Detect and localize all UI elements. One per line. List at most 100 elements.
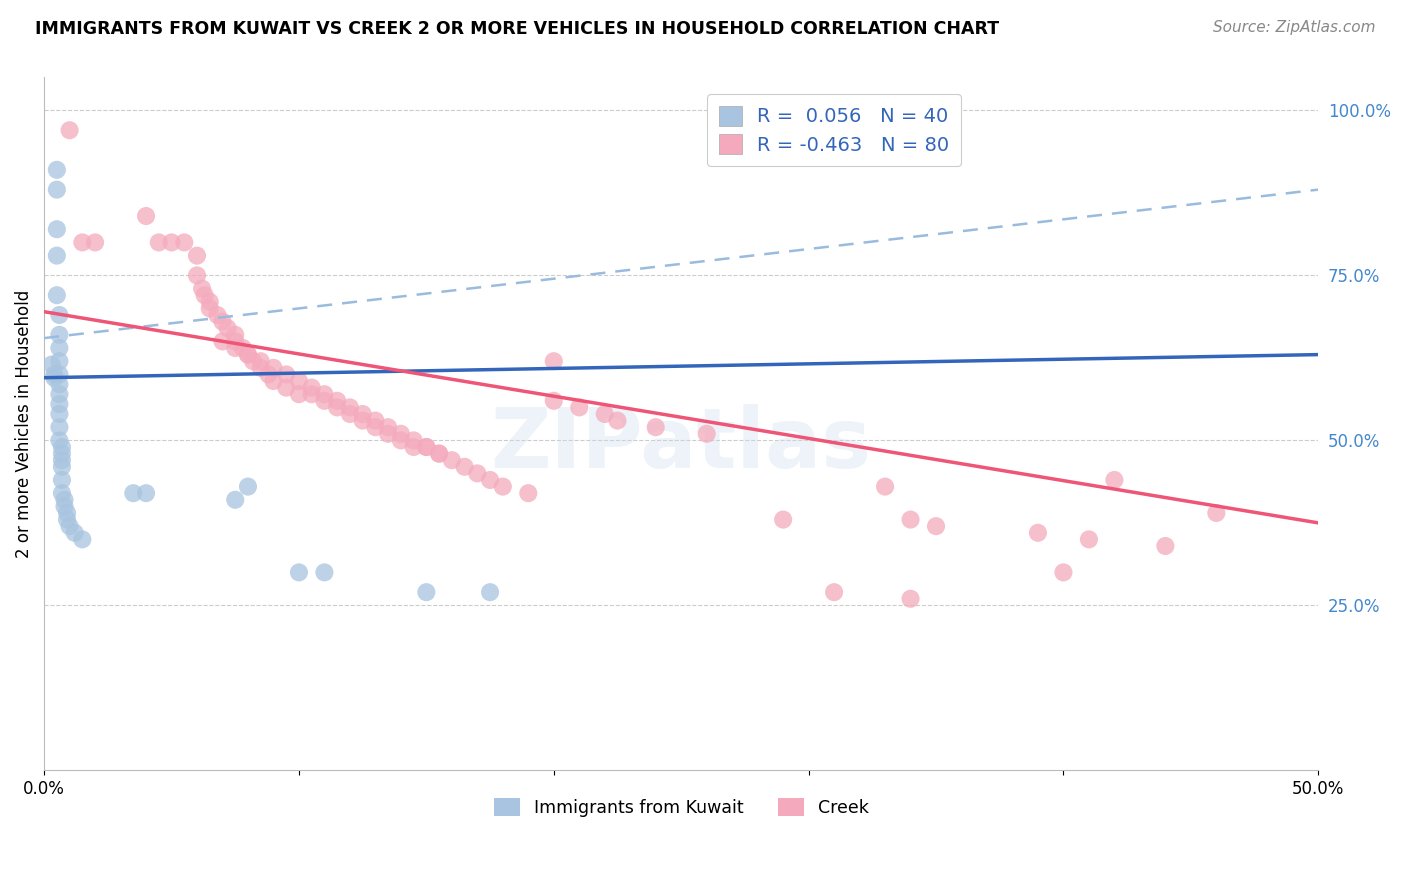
Point	[224, 334, 246, 349]
Point	[326, 393, 349, 408]
Point	[198, 294, 221, 309]
Point	[900, 512, 922, 526]
Point	[232, 341, 254, 355]
Point	[900, 591, 922, 606]
Point	[207, 308, 229, 322]
Point	[135, 486, 157, 500]
Point	[186, 249, 208, 263]
Point	[48, 434, 70, 448]
Point	[823, 585, 845, 599]
Point	[377, 426, 399, 441]
Point	[224, 327, 246, 342]
Point	[517, 486, 540, 500]
Text: IMMIGRANTS FROM KUWAIT VS CREEK 2 OR MORE VEHICLES IN HOUSEHOLD CORRELATION CHAR: IMMIGRANTS FROM KUWAIT VS CREEK 2 OR MOR…	[35, 20, 1000, 37]
Point	[56, 506, 79, 520]
Point	[301, 381, 323, 395]
Point	[288, 566, 311, 580]
Point	[236, 348, 259, 362]
Point	[389, 426, 412, 441]
Point	[326, 401, 349, 415]
Point	[51, 447, 73, 461]
Point	[48, 377, 70, 392]
Point	[198, 301, 221, 316]
Point	[45, 162, 67, 177]
Point	[1077, 533, 1099, 547]
Point	[696, 426, 718, 441]
Point	[257, 368, 280, 382]
Point	[51, 486, 73, 500]
Point	[301, 387, 323, 401]
Point	[288, 387, 311, 401]
Y-axis label: 2 or more Vehicles in Household: 2 or more Vehicles in Household	[15, 290, 32, 558]
Point	[364, 414, 387, 428]
Text: ZIPatlas: ZIPatlas	[491, 404, 872, 485]
Point	[53, 492, 76, 507]
Point	[377, 420, 399, 434]
Point	[352, 414, 374, 428]
Legend: Immigrants from Kuwait, Creek: Immigrants from Kuwait, Creek	[486, 791, 876, 824]
Point	[402, 434, 425, 448]
Point	[440, 453, 463, 467]
Point	[224, 341, 246, 355]
Point	[72, 235, 94, 250]
Point	[53, 500, 76, 514]
Point	[58, 123, 80, 137]
Point	[772, 512, 794, 526]
Point	[1205, 506, 1227, 520]
Point	[148, 235, 170, 250]
Point	[63, 525, 86, 540]
Point	[217, 321, 239, 335]
Point	[45, 288, 67, 302]
Point	[48, 368, 70, 382]
Point	[51, 473, 73, 487]
Point	[45, 249, 67, 263]
Point	[211, 334, 233, 349]
Point	[249, 360, 271, 375]
Point	[48, 397, 70, 411]
Point	[543, 393, 565, 408]
Point	[191, 282, 214, 296]
Point	[48, 341, 70, 355]
Point	[48, 420, 70, 434]
Point	[1104, 473, 1126, 487]
Point	[314, 393, 336, 408]
Point	[606, 414, 628, 428]
Point	[224, 492, 246, 507]
Point	[48, 407, 70, 421]
Point	[211, 315, 233, 329]
Point	[45, 222, 67, 236]
Point	[465, 467, 488, 481]
Point	[1026, 525, 1049, 540]
Point	[48, 387, 70, 401]
Point	[453, 459, 475, 474]
Point	[56, 512, 79, 526]
Point	[1052, 566, 1074, 580]
Point	[276, 381, 298, 395]
Point	[352, 407, 374, 421]
Point	[644, 420, 666, 434]
Point	[173, 235, 195, 250]
Point	[262, 374, 284, 388]
Point	[51, 440, 73, 454]
Point	[72, 533, 94, 547]
Point	[415, 440, 437, 454]
Point	[84, 235, 107, 250]
Point	[492, 479, 515, 493]
Point	[479, 473, 502, 487]
Point	[593, 407, 616, 421]
Point	[568, 401, 591, 415]
Point	[122, 486, 145, 500]
Point	[242, 354, 264, 368]
Point	[415, 440, 437, 454]
Point	[48, 327, 70, 342]
Point	[51, 453, 73, 467]
Point	[160, 235, 183, 250]
Point	[51, 459, 73, 474]
Point	[135, 209, 157, 223]
Point	[314, 566, 336, 580]
Text: Source: ZipAtlas.com: Source: ZipAtlas.com	[1212, 20, 1375, 35]
Point	[873, 479, 896, 493]
Point	[1154, 539, 1177, 553]
Point	[249, 354, 271, 368]
Point	[479, 585, 502, 599]
